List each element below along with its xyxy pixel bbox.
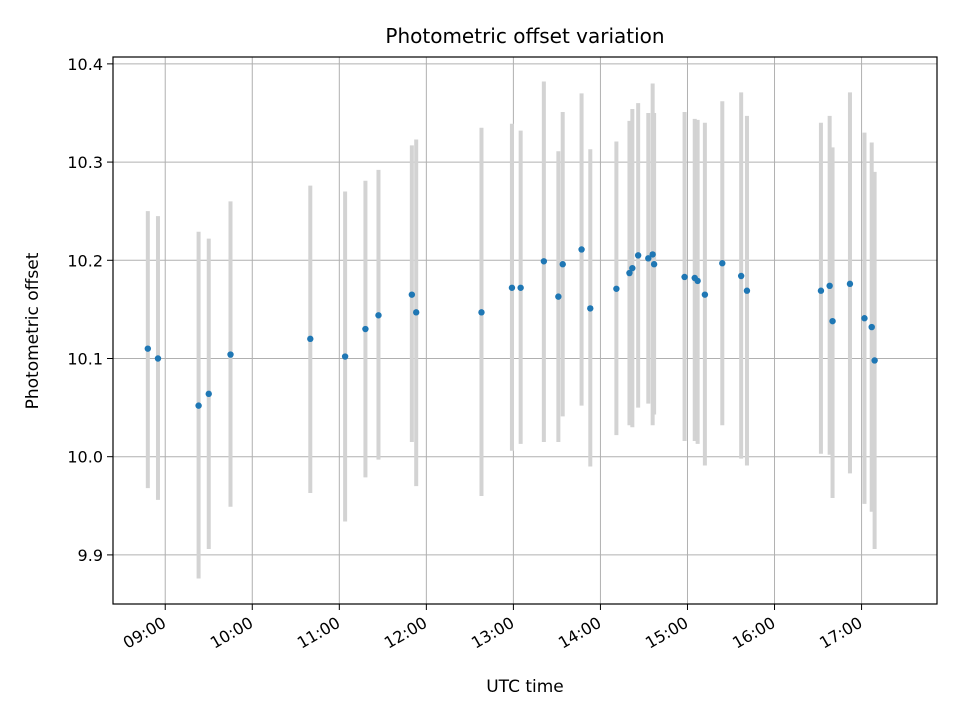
data-point	[829, 317, 836, 325]
y-tick-label: 10.0	[67, 448, 103, 467]
data-point	[871, 357, 878, 364]
data-point	[195, 402, 202, 409]
data-point	[694, 277, 701, 285]
data-point	[719, 260, 726, 267]
data-point	[362, 325, 369, 333]
x-axis-label: UTC time	[486, 677, 564, 697]
y-tick-label: 10.1	[67, 349, 103, 368]
data-point	[701, 291, 709, 298]
data-point	[559, 261, 566, 268]
y-tick-label: 10.2	[67, 251, 103, 270]
data-point	[517, 284, 524, 291]
data-point	[743, 287, 751, 294]
data-point	[578, 246, 585, 253]
data-point	[846, 280, 854, 288]
chart-title: Photometric offset variation	[385, 24, 664, 48]
y-axis-ticks: 9.9 10.0 10.1 10.2 10.3 10.4	[67, 55, 113, 565]
data-point	[587, 305, 594, 312]
data-point	[826, 282, 833, 290]
data-point	[861, 315, 868, 322]
y-tick-label: 10.4	[67, 55, 103, 74]
data-point	[634, 252, 642, 259]
data-point	[817, 287, 825, 294]
data-point	[649, 251, 656, 258]
data-point	[144, 345, 152, 352]
data-point	[408, 291, 416, 298]
data-point	[341, 353, 349, 360]
data-point	[307, 335, 314, 343]
data-point	[508, 284, 516, 291]
data-point	[613, 285, 620, 292]
data-points	[144, 246, 878, 409]
data-point	[650, 261, 658, 268]
data-point	[737, 272, 745, 280]
data-point	[555, 293, 562, 300]
data-point	[645, 255, 652, 262]
data-point	[868, 323, 875, 331]
y-tick-label: 9.9	[78, 546, 103, 565]
data-point	[540, 258, 548, 265]
plot-frame	[112, 56, 938, 605]
data-point	[626, 269, 633, 277]
data-point	[154, 355, 162, 362]
data-point	[629, 264, 636, 272]
grid	[113, 57, 937, 604]
plot-area	[113, 57, 937, 604]
data-point	[375, 312, 382, 319]
y-axis-label: Photometric offset	[23, 252, 43, 409]
data-point	[478, 309, 485, 316]
data-point	[412, 309, 420, 316]
data-point	[227, 351, 234, 358]
data-point	[681, 273, 688, 281]
data-point	[205, 390, 212, 398]
y-tick-label: 10.3	[67, 153, 103, 172]
